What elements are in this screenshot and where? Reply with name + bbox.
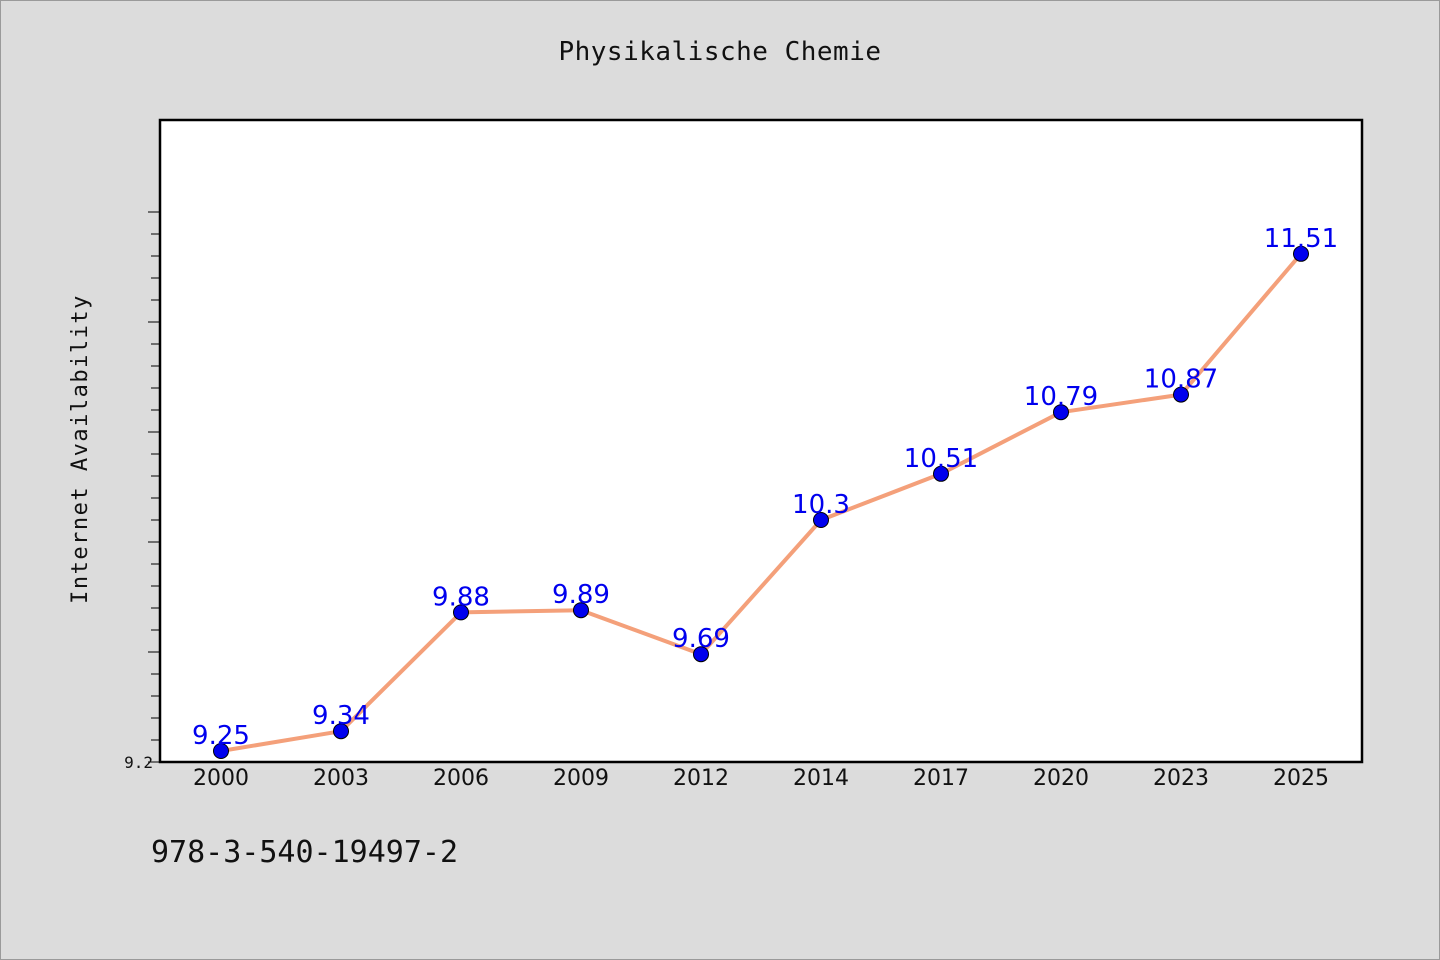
data-label: 9.34	[312, 701, 370, 731]
data-point	[1293, 245, 1309, 262]
data-point	[933, 465, 949, 482]
series-polyline	[219, 251, 1303, 753]
data-point	[453, 604, 469, 621]
plot-area	[158, 118, 1364, 764]
data-labels: 9.25 9.34 9.88 9.89 9.69 10.3 10.51 10.79 10.87 1…	[192, 224, 1338, 751]
data-point	[813, 512, 829, 528]
y-tick-label: 9.2	[124, 753, 153, 772]
series-markers	[213, 245, 1309, 759]
x-tick-label: 2017	[913, 766, 969, 791]
data-point	[213, 743, 229, 759]
isbn-text: 978-3-540-19497-2	[151, 835, 459, 870]
data-point	[1173, 386, 1189, 403]
data-label: 9.89	[552, 580, 610, 610]
x-tick-label: 2006	[433, 766, 489, 791]
data-point	[573, 602, 589, 619]
x-tick-label: 2000	[193, 766, 249, 791]
y-axis-title: Internet Availability	[68, 294, 93, 604]
data-label: 9.69	[672, 624, 730, 654]
series-line	[219, 251, 1303, 753]
x-tick-label: 2020	[1033, 766, 1089, 791]
x-tick-label: 2025	[1273, 766, 1329, 791]
data-label: 10.79	[1024, 382, 1098, 412]
data-label: 10.87	[1144, 365, 1218, 395]
x-tick-label: 2012	[673, 766, 729, 791]
data-label: 9.88	[432, 582, 490, 612]
data-label: 10.51	[904, 444, 978, 474]
y-axis-ticks	[148, 211, 160, 763]
data-point	[1053, 404, 1069, 421]
data-point	[693, 646, 709, 663]
data-label: 10.3	[792, 490, 850, 520]
x-tick-label: 2009	[553, 766, 609, 791]
x-tick-label: 2023	[1153, 766, 1209, 791]
x-tick-label: 2014	[793, 766, 849, 791]
data-label: 11.51	[1264, 224, 1338, 254]
x-axis-tick-labels: 2000 2003 2006 2009 2012 2014 2017 2020 2023 2025	[193, 766, 1329, 791]
chart-title: Physikalische Chemie	[558, 37, 882, 67]
x-tick-label: 2003	[313, 766, 369, 791]
data-label: 9.25	[192, 721, 250, 751]
y-axis-tick-labels: 9.2	[124, 753, 153, 772]
data-point	[333, 723, 349, 740]
